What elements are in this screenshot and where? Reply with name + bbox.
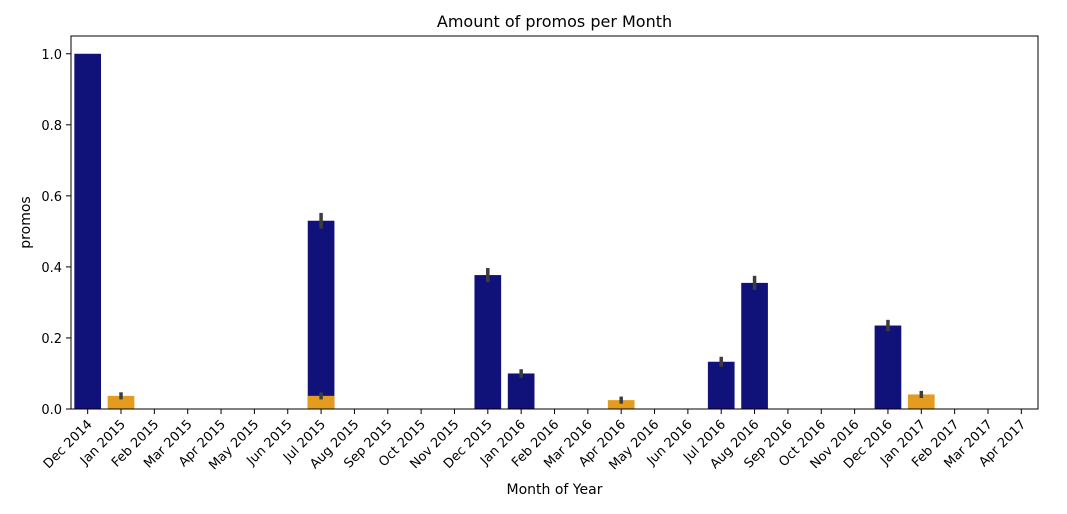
bar (474, 275, 502, 409)
bar (307, 220, 335, 409)
y-tick-label: 0.4 (41, 261, 62, 276)
bar (741, 282, 768, 409)
error-bars-layer (119, 212, 924, 404)
y-tick-label: 0.6 (41, 190, 62, 205)
bar (74, 53, 102, 410)
y-axis-label: promos (18, 196, 34, 248)
y-axis: 0.0 0.2 0.4 0.6 0.8 1.0 (41, 48, 71, 418)
bar (907, 394, 935, 409)
bars-layer (74, 53, 935, 410)
x-axis-label: Month of Year (507, 482, 603, 498)
chart-title: Amount of promos per Month (437, 12, 672, 31)
y-tick-label: 0.2 (41, 332, 62, 347)
y-tick-label: 0.0 (41, 403, 62, 418)
y-tick-label: 1.0 (41, 48, 62, 63)
bar (107, 395, 135, 409)
bar (707, 361, 735, 409)
y-tick-label: 0.8 (41, 119, 62, 134)
bar (307, 395, 335, 409)
bar (874, 325, 902, 409)
bar (607, 400, 635, 409)
bar (507, 373, 535, 409)
